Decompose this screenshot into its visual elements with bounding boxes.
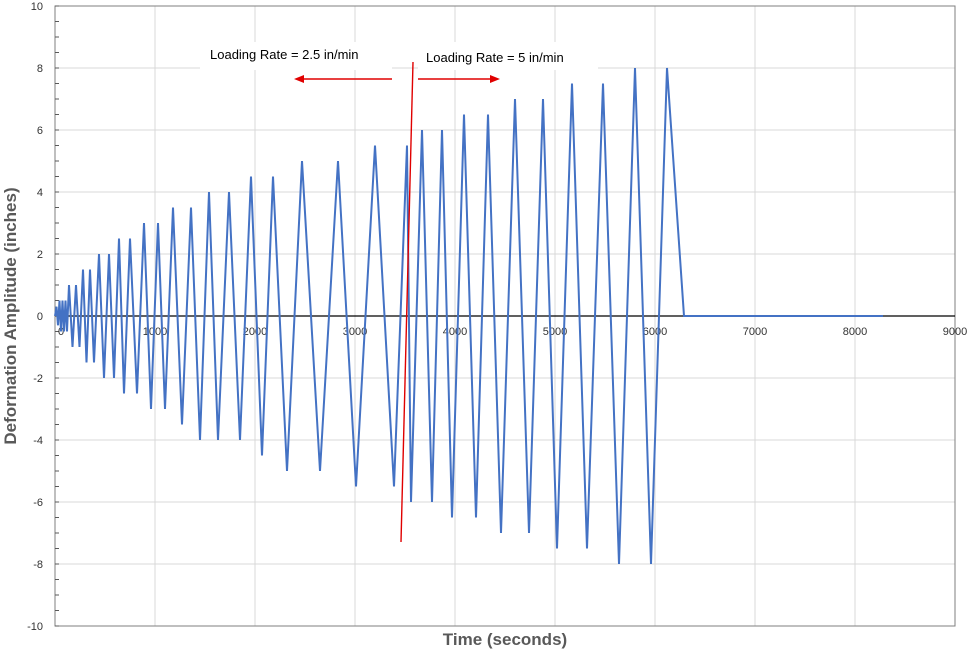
y-tick-label: -6 [33, 497, 43, 509]
x-axis-title: Time (seconds) [443, 630, 567, 649]
y-tick-label: 10 [31, 1, 43, 13]
x-tick-label: 0 [58, 326, 64, 338]
x-axis-tick-labels: 0 1000 2000 3000 4000 5000 6000 7000 8000 9000 [58, 326, 967, 338]
annotation-left-label: Loading Rate = 2.5 in/min [210, 47, 359, 62]
annotation-right-label: Loading Rate = 5 in/min [426, 50, 564, 65]
x-tick-label: 6000 [643, 326, 667, 338]
x-tick-label: 8000 [843, 326, 867, 338]
x-tick-label: 5000 [543, 326, 567, 338]
x-tick-label: 3000 [343, 326, 367, 338]
y-tick-label: -2 [33, 373, 43, 385]
y-axis-minor-ticks [55, 5, 59, 627]
y-axis-tick-labels: -10 -8 -6 -4 -2 0 2 4 6 8 10 [27, 1, 43, 633]
y-tick-label: 2 [37, 249, 43, 261]
x-tick-label: 7000 [743, 326, 767, 338]
x-tick-label: 9000 [943, 326, 967, 338]
x-tick-label: 4000 [443, 326, 467, 338]
y-axis-title: Deformation Amplitude (inches) [1, 187, 20, 444]
loading-rate-divider-line [400, 61, 414, 543]
annotation-right-box [418, 42, 598, 70]
annotation-left-box [200, 42, 392, 70]
x-tick-label: 2000 [243, 326, 267, 338]
y-tick-label: 4 [37, 187, 43, 199]
y-tick-label: -10 [27, 621, 43, 633]
series-line-deformation [54, 67, 883, 565]
annotation-left-arrow-head [294, 75, 304, 83]
y-tick-label: 0 [37, 311, 43, 323]
y-tick-label: 6 [37, 125, 43, 137]
y-tick-label: -4 [33, 435, 43, 447]
y-tick-label: 8 [37, 63, 43, 75]
y-tick-label: -8 [33, 559, 43, 571]
annotation-right-arrow-head [490, 75, 500, 83]
